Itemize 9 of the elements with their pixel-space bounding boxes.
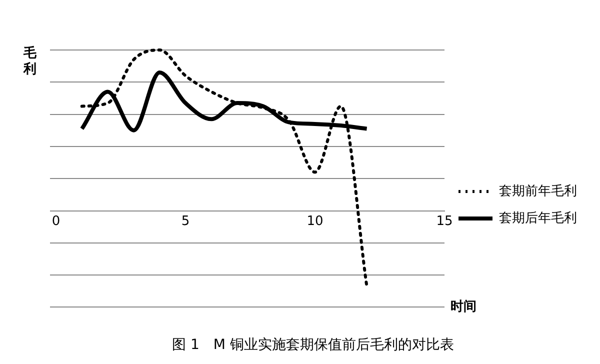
legend-label: 套期后年毛利 [499,210,577,226]
x-axis-title: 时间 [450,300,476,315]
x-tick-label: 10 [306,214,324,229]
x-tick-label: 5 [181,214,190,229]
y-axis-title: 毛利 [22,44,38,77]
x-tick-label: 15 [436,214,453,229]
text: 图 1 M 铜业实施套期保值前后毛利的对比表 [172,337,454,354]
x-tick-label: 0 [52,214,60,229]
legend-label: 套期前年毛利 [499,184,577,199]
